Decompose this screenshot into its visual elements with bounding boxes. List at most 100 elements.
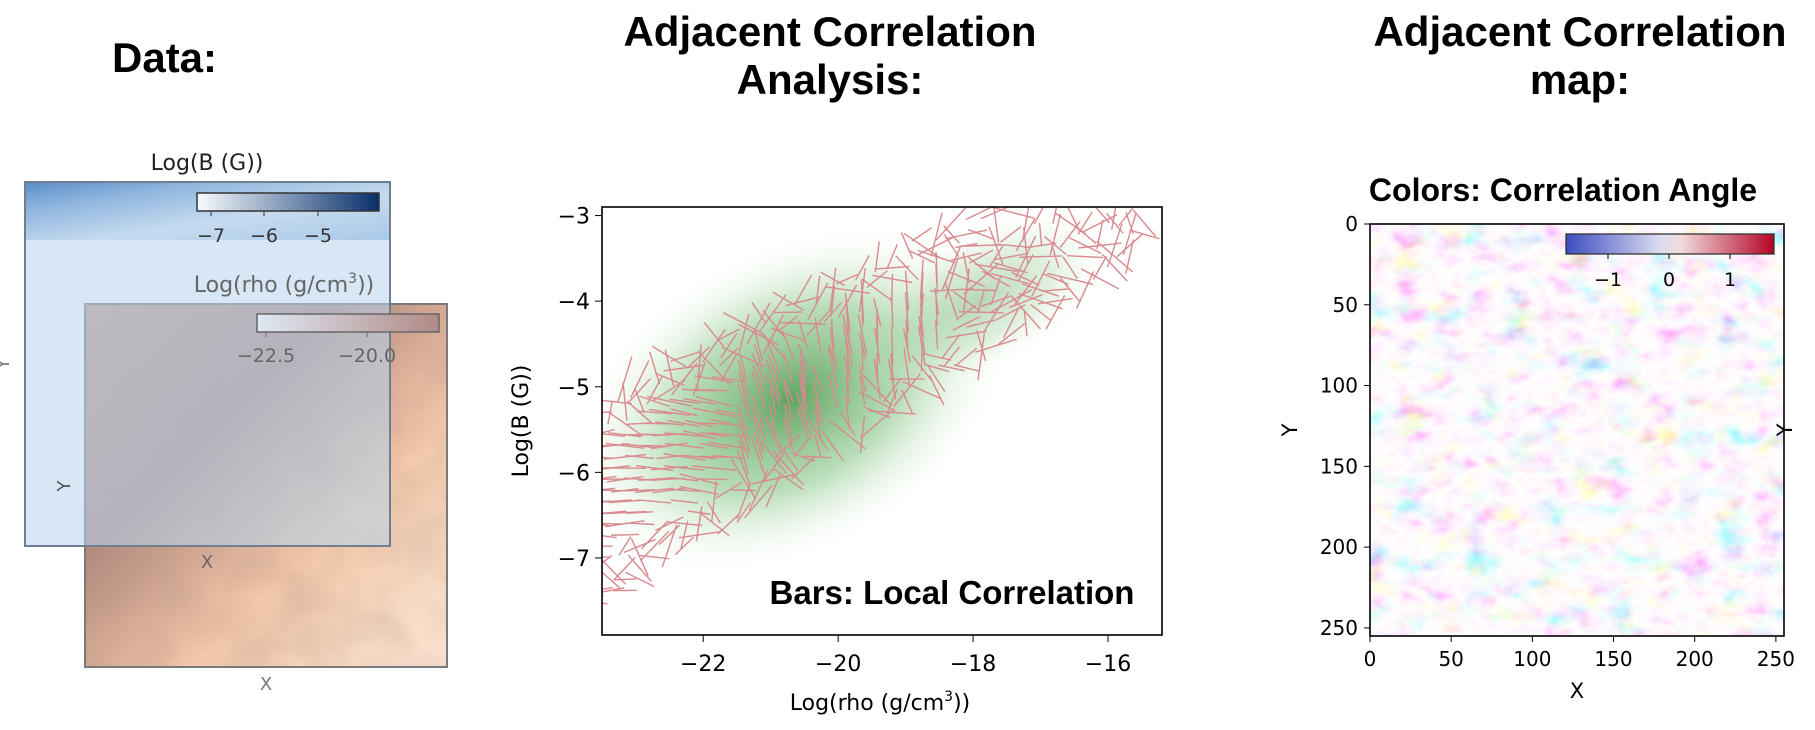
correlation-bar — [924, 363, 950, 373]
correlation-bar — [773, 468, 804, 491]
map-y-tick-label: 200 — [1320, 535, 1358, 559]
correlation-bar — [731, 489, 756, 492]
correlation-bar — [682, 430, 716, 440]
correlation-bar — [639, 395, 670, 408]
correlation-bar — [968, 256, 995, 279]
correlation-bar — [982, 291, 1010, 333]
correlation-bar — [967, 228, 995, 240]
map-y-tick-label: 250 — [1320, 616, 1358, 640]
correlation-bar — [674, 536, 694, 556]
map-ylabel: Y — [1278, 423, 1302, 437]
correlation-bar — [887, 358, 897, 400]
correlation-bar — [919, 272, 924, 308]
correlation-bar — [698, 455, 730, 459]
correlation-bar — [602, 523, 610, 527]
correlation-bar — [765, 359, 782, 399]
map-y-tick-label: 0 — [1345, 212, 1358, 236]
correlation-bar — [635, 487, 675, 494]
correlation-bar — [990, 272, 1032, 286]
correlation-bar — [602, 571, 621, 589]
correlation-bar — [935, 207, 968, 241]
correlation-bar — [837, 284, 858, 318]
correlation-bar — [977, 333, 986, 381]
map-heading: Adjacent Correlation map: — [1360, 8, 1800, 104]
correlation-bar — [762, 310, 785, 337]
correlation-bar — [602, 602, 608, 605]
correlation-bar — [622, 382, 628, 421]
correlation-bar — [687, 510, 711, 515]
correlation-bar — [699, 389, 729, 392]
correlation-bar — [976, 330, 987, 362]
correlation-bar — [844, 337, 851, 377]
correlation-bar — [723, 311, 765, 335]
correlation-bar — [859, 416, 866, 454]
correlation-bar — [814, 317, 822, 352]
correlation-bar — [1129, 229, 1160, 240]
correlation-bar — [697, 350, 731, 386]
correlation-bar — [736, 483, 751, 520]
correlation-bar — [814, 398, 822, 427]
correlation-bar — [876, 308, 879, 339]
correlation-bar — [858, 332, 866, 359]
correlation-bar — [751, 352, 766, 384]
correlation-bar — [623, 538, 656, 554]
rho-map-ylabel: Y — [54, 480, 75, 493]
middle-xlabel-end: )) — [953, 691, 970, 716]
bars-annotation: Bars: Local Correlation — [770, 574, 1135, 611]
correlation-bar — [890, 326, 894, 366]
correlation-bar — [965, 207, 994, 221]
correlation-bar — [759, 440, 787, 474]
correlation-bar — [958, 311, 1004, 314]
correlation-bar — [935, 252, 938, 284]
correlation-bar — [911, 227, 932, 242]
correlation-bar — [737, 404, 750, 443]
correlation-bar — [944, 281, 959, 321]
map-x-tick-label: 250 — [1757, 647, 1795, 671]
correlation-bar — [758, 330, 788, 362]
correlation-bar — [1019, 255, 1062, 259]
correlation-bar — [903, 232, 941, 259]
b-colorbar-tick: −5 — [304, 225, 332, 247]
correlation-bar — [738, 432, 750, 459]
correlation-bar — [1037, 297, 1073, 305]
correlation-bar — [703, 322, 725, 347]
correlation-bar — [613, 578, 637, 581]
b-map-xlabel: X — [201, 552, 213, 573]
correlation-bar — [688, 346, 710, 367]
correlation-bar — [1106, 223, 1123, 268]
correlation-bar — [988, 245, 1004, 268]
correlation-bar — [592, 409, 598, 439]
correlation-bar — [861, 278, 893, 302]
correlation-bar — [753, 344, 764, 370]
correlation-bar — [785, 296, 821, 307]
correlation-bar — [1030, 260, 1051, 298]
correlation-bar — [845, 376, 850, 404]
correlation-bar — [845, 363, 850, 395]
correlation-bar — [921, 352, 952, 361]
correlation-bar — [1075, 271, 1095, 309]
correlation-bar — [608, 432, 642, 438]
correlation-bar — [895, 255, 919, 281]
correlation-bar — [640, 520, 669, 550]
correlation-bar — [618, 536, 632, 556]
correlation-bar — [762, 453, 785, 483]
map-x-tick-label: 0 — [1364, 647, 1377, 671]
correlation-bar — [1094, 207, 1110, 224]
correlation-bar — [858, 365, 867, 393]
correlation-bar — [1116, 233, 1143, 258]
correlation-bar — [768, 405, 778, 443]
correlation-bar — [766, 375, 781, 406]
correlation-bar — [737, 383, 751, 419]
correlation-bar — [908, 249, 936, 264]
correlation-bar — [602, 456, 615, 460]
correlation-bar — [625, 522, 655, 526]
correlation-bar — [980, 207, 1010, 220]
rho-title-main: Log(rho (g/cm — [194, 273, 348, 298]
map-heading-line2: map: — [1529, 56, 1631, 103]
correlation-bar — [859, 408, 895, 439]
correlation-bar — [829, 420, 866, 450]
correlation-bar — [649, 351, 661, 385]
correlation-bar — [804, 455, 832, 459]
map-title: Colors: Correlation Angle — [1369, 172, 1757, 208]
rho-colorbar-tick: −20.0 — [338, 345, 396, 367]
